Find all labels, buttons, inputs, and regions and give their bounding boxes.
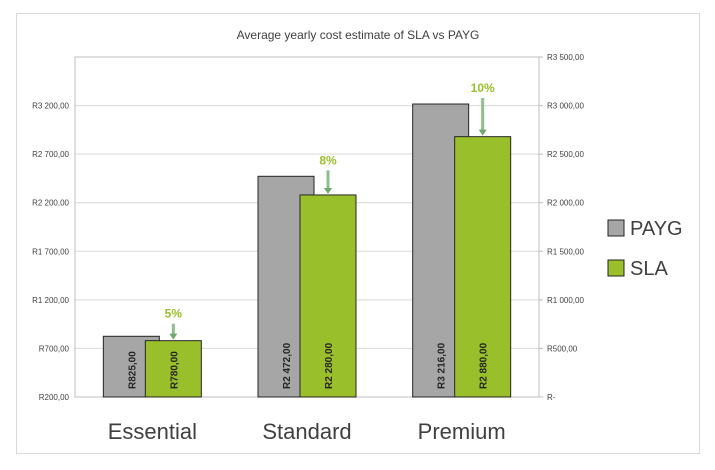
left-axis: R200,00 R700,00 R1 200,00 R1 700,00 R2 200,0… (32, 102, 69, 402)
right-axis: R- R500,00 R1 000,00 R1 500,00 R2 000,00 R2 5… (539, 53, 584, 402)
category-label: Premium (418, 419, 506, 444)
bars-group: R825,00 R780,00 5% R2 472,00 R2 280,00 8% R3 2… (102, 81, 512, 398)
saving-arrow-head (169, 333, 178, 340)
right-tick-label: R2 000,00 (547, 199, 584, 208)
left-tick-label: R1 700,00 (32, 247, 69, 256)
right-tick-label: R500,00 (547, 344, 578, 353)
left-tick-label: R2 700,00 (32, 150, 69, 159)
left-tick-label: R1 200,00 (32, 296, 69, 305)
saving-percent-label: 10% (471, 81, 495, 95)
sla-legend-swatch (607, 259, 625, 277)
right-tick-label: R3 000,00 (547, 102, 584, 111)
bar-value-label: R2 280,00 (324, 342, 335, 389)
chart-frame: Average yearly cost estimate of SLA vs P… (16, 13, 700, 454)
left-tick-label: R2 200,00 (32, 199, 69, 208)
category-axis: Essential Standard Premium (108, 419, 506, 444)
bar-value-label: R825,00 (127, 351, 138, 389)
saving-arrow-head (478, 129, 487, 136)
right-tick-label: R2 500,00 (547, 150, 584, 159)
sla-bar (299, 194, 357, 398)
left-tick-label: R3 200,00 (32, 102, 69, 111)
saving-percent-label: 5% (165, 307, 183, 321)
saving-arrow-head (324, 187, 332, 194)
payg-legend-label: PAYG (630, 218, 683, 240)
bar-value-label: R780,00 (169, 351, 180, 389)
category-label: Essential (108, 419, 197, 444)
sla-legend-label: SLA (630, 258, 668, 280)
category-label: Standard (262, 419, 351, 444)
right-tick-label: R3 500,00 (547, 53, 584, 62)
payg-legend-swatch (607, 219, 625, 237)
right-tick-label: R1 000,00 (547, 296, 584, 305)
right-tick-label: R1 500,00 (547, 247, 584, 256)
sla-bar (144, 340, 202, 398)
legend: PAYG SLA (607, 218, 683, 280)
chart-title: Average yearly cost estimate of SLA vs P… (237, 28, 480, 42)
saving-percent-label: 8% (319, 153, 337, 167)
left-tick-label: R700,00 (39, 344, 70, 353)
right-tick-label: R- (547, 393, 556, 402)
bar-value-label: R3 216,00 (437, 342, 448, 389)
bar-value-label: R2 880,00 (479, 342, 490, 389)
bar-value-label: R2 472,00 (282, 342, 293, 389)
sla-bar (454, 136, 512, 398)
chart-svg: Average yearly cost estimate of SLA vs P… (32, 28, 683, 444)
left-tick-label: R200,00 (39, 393, 70, 402)
